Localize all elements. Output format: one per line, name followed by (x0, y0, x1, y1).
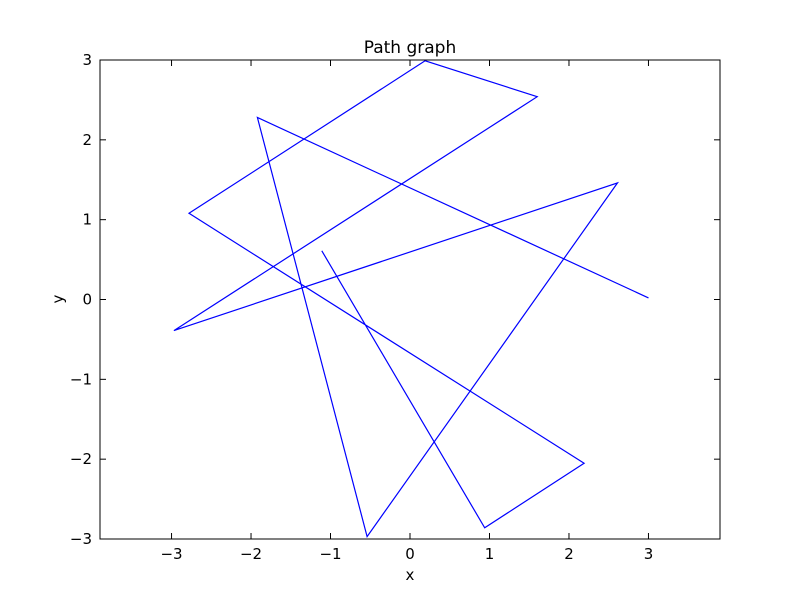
y-tick-label: 2 (82, 131, 92, 149)
y-axis-label: y (49, 294, 67, 303)
y-tick-label: −3 (70, 530, 92, 548)
y-tick-label: 0 (82, 291, 92, 309)
chart-title: Path graph (364, 38, 457, 58)
x-tick-label: −2 (240, 545, 262, 563)
y-tick-label: −2 (70, 450, 92, 468)
x-tick-label: 2 (564, 545, 574, 563)
x-tick-label: 0 (405, 545, 415, 563)
x-axis-label: x (406, 566, 415, 584)
x-tick-label: −1 (319, 545, 341, 563)
plot-frame (99, 59, 721, 540)
y-tick-label: 3 (82, 51, 92, 69)
x-tick-label: −3 (160, 545, 182, 563)
x-tick-label: 1 (485, 545, 495, 563)
series-line-1 (173, 60, 649, 538)
y-tick-label: 1 (82, 211, 92, 229)
y-tick-label: −1 (70, 370, 92, 388)
x-tick-label: 3 (644, 545, 654, 563)
plot-layer (173, 60, 649, 538)
